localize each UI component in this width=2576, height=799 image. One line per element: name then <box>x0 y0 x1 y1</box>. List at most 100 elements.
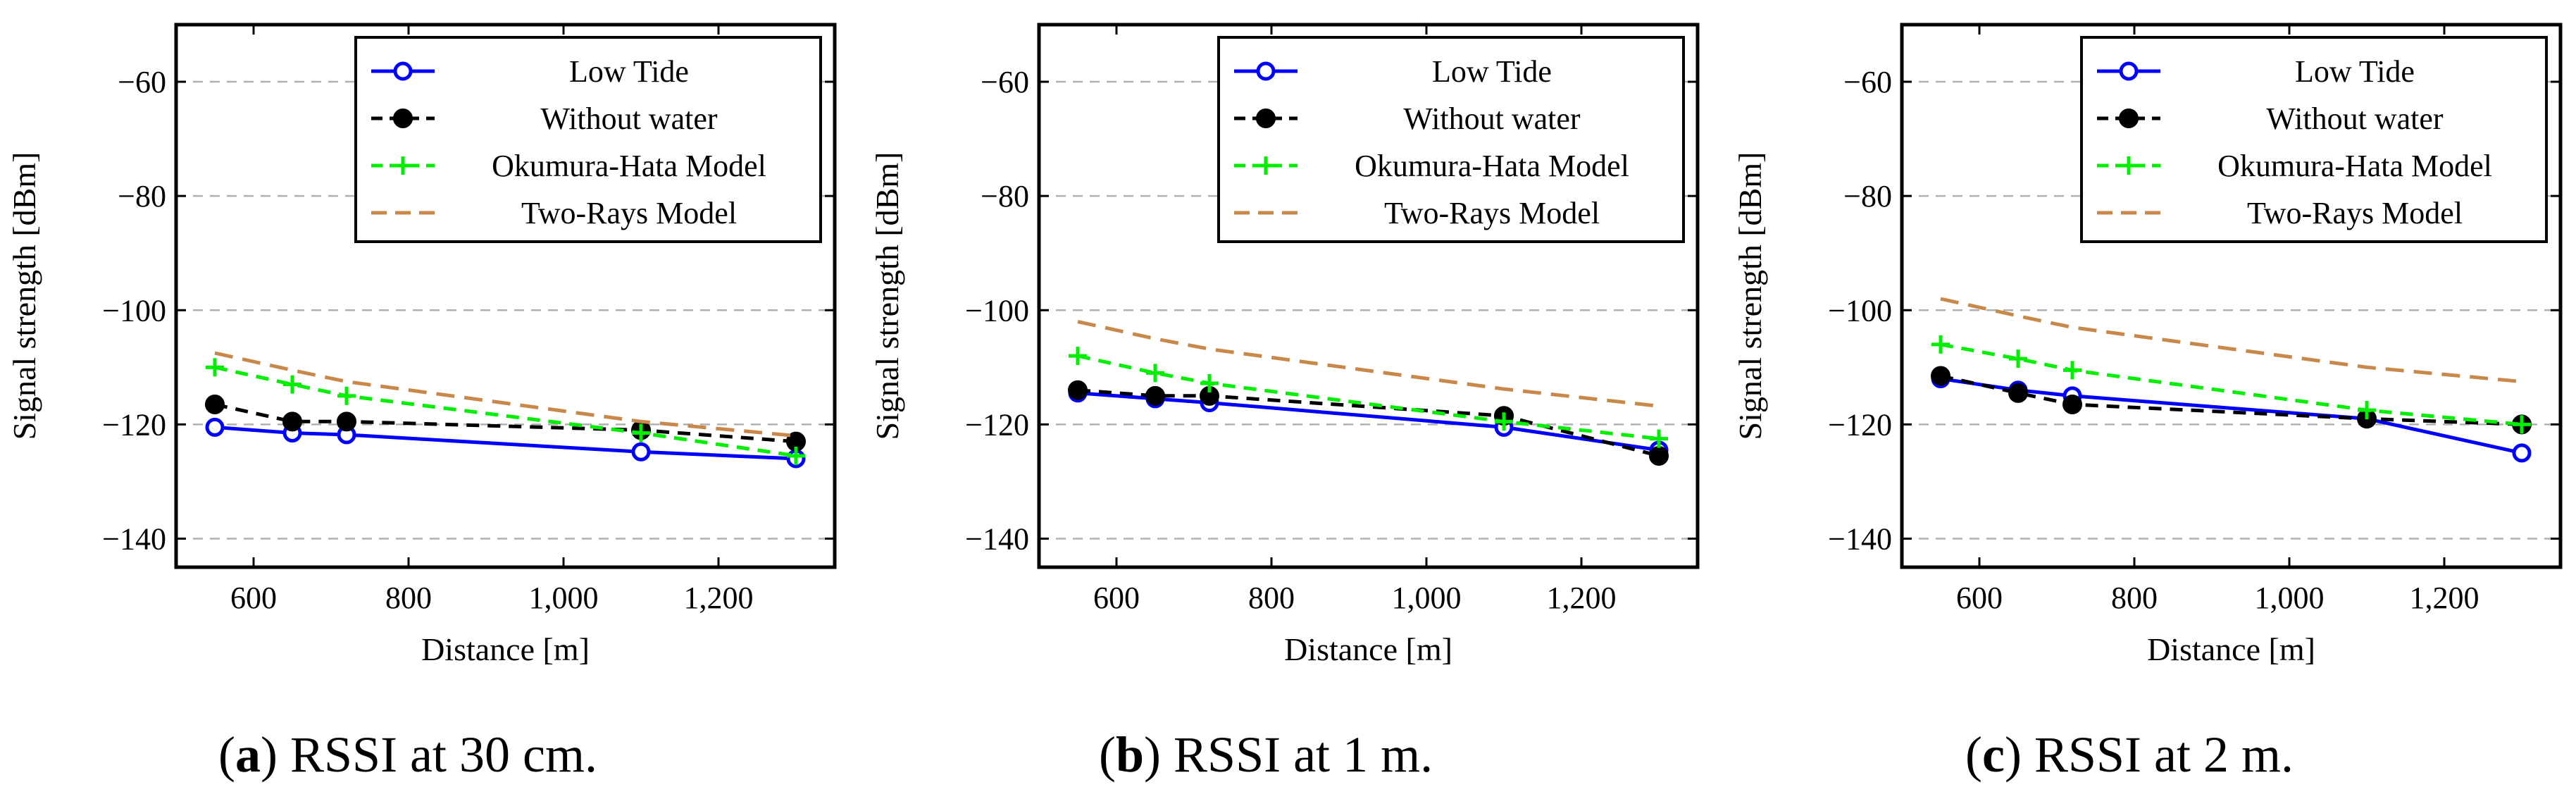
legend-label-okumura-hata-model: Okumura-Hata Model <box>492 149 766 183</box>
caption-close-paren: ) <box>1144 726 1174 783</box>
legend-label-without-water: Without water <box>2266 101 2444 136</box>
panel-caption: (c) RSSI at 2 m. <box>1965 726 2294 783</box>
legend-entry-low-tide: Low Tide <box>371 54 689 89</box>
panel-caption: (a) RSSI at 30 cm. <box>218 726 597 783</box>
caption-close-paren: ) <box>2005 726 2034 783</box>
data-point-without-water-0 <box>205 395 225 414</box>
y-tick-label-1: −80 <box>1843 179 1892 213</box>
x-tick-label-1: 800 <box>1248 581 1295 615</box>
caption-text: RSSI at 1 m. <box>1174 726 1433 783</box>
data-point-okumura-hata-model-0 <box>1931 335 1950 354</box>
y-tick-label-1: −80 <box>981 179 1029 213</box>
legend-label-low-tide: Low Tide <box>2295 54 2415 89</box>
panel-caption: (b) RSSI at 1 m. <box>1099 726 1433 783</box>
legend-label-okumura-hata-model: Okumura-Hata Model <box>1355 149 1629 183</box>
data-point-okumura-hata-model-1 <box>283 375 301 394</box>
legend: Low Tide Without water Okumura-Hata Model T… <box>2080 36 2548 243</box>
caption-close-paren: ) <box>261 726 290 783</box>
legend-entry-okumura-hata-model: Okumura-Hata Model <box>2097 149 2492 183</box>
legend-entry-okumura-hata-model: Okumura-Hata Model <box>1234 149 1629 183</box>
legend-marker-without-water <box>1256 109 1276 128</box>
legend-label-two-rays-model: Two-Rays Model <box>521 196 737 230</box>
x-axis-title: Distance [m] <box>1284 631 1452 667</box>
x-tick-label-2: 1,000 <box>2255 581 2325 615</box>
legend-marker-okumura-hata-model <box>2120 156 2138 175</box>
series-line-okumura-hata-model <box>1940 342 2522 426</box>
y-tick-label-2: −100 <box>965 293 1029 328</box>
data-point-okumura-hata-model-0 <box>206 358 224 377</box>
caption-open-paren: ( <box>218 726 235 783</box>
series-line-two-rays-model <box>214 351 797 438</box>
legend-marker-okumura-hata-model <box>1257 156 1275 175</box>
legend-entry-low-tide: Low Tide <box>2097 54 2415 89</box>
data-point-without-water-2 <box>2062 395 2082 414</box>
x-tick-label-0: 600 <box>1093 581 1140 615</box>
caption-letter: a <box>235 726 261 783</box>
caption-open-paren: ( <box>1099 726 1116 783</box>
legend-label-two-rays-model: Two-Rays Model <box>2247 196 2463 230</box>
legend-entry-two-rays-model: Two-Rays Model <box>371 196 737 230</box>
legend-label-without-water: Without water <box>540 101 718 136</box>
legend-marker-low-tide <box>2119 61 2139 81</box>
legend-entry-okumura-hata-model: Okumura-Hata Model <box>371 149 766 183</box>
legend-label-without-water: Without water <box>1403 101 1581 136</box>
data-point-without-water-1 <box>2008 383 2028 403</box>
caption-text: RSSI at 2 m. <box>2034 726 2294 783</box>
data-point-without-water-2 <box>337 411 356 432</box>
y-tick-label-0: −60 <box>1843 65 1892 99</box>
data-point-okumura-hata-model-1 <box>2009 349 2027 368</box>
data-point-okumura-hata-model-4 <box>787 446 805 465</box>
legend-entry-without-water: Without water <box>371 101 718 136</box>
x-axis-title: Distance [m] <box>2147 631 2315 667</box>
legend: Low Tide Without water Okumura-Hata Model T… <box>1217 36 1685 243</box>
plot-frame <box>1900 23 2563 569</box>
data-point-okumura-hata-model-4 <box>2513 415 2531 434</box>
y-tick-label-3: −120 <box>1828 407 1892 442</box>
data-point-low-tide-4 <box>2512 443 2532 463</box>
data-point-okumura-hata-model-3 <box>2358 401 2376 420</box>
data-point-okumura-hata-model-2 <box>2063 361 2082 380</box>
y-axis-title: Signal strength [dBm] <box>6 152 42 440</box>
x-tick-label-0: 600 <box>230 581 277 615</box>
y-tick-label-2: −100 <box>102 293 166 328</box>
legend-entry-without-water: Without water <box>1234 101 1581 136</box>
x-tick-label-3: 1,200 <box>684 581 754 615</box>
data-point-without-water-4 <box>1649 445 1669 466</box>
legend-marker-low-tide <box>1256 61 1276 81</box>
y-tick-label-3: −120 <box>102 407 166 442</box>
y-tick-label-2: −100 <box>1828 293 1892 328</box>
y-tick-label-4: −140 <box>1828 521 1892 556</box>
x-tick-label-1: 800 <box>2111 581 2158 615</box>
y-axis-title: Signal strength [dBm] <box>1732 152 1768 440</box>
y-tick-label-3: −120 <box>965 407 1029 442</box>
data-point-okumura-hata-model-2 <box>1200 374 1219 393</box>
legend-entry-two-rays-model: Two-Rays Model <box>2097 196 2463 230</box>
data-point-without-water-0 <box>1931 366 1950 386</box>
series-line-low-tide <box>1940 377 2522 455</box>
legend-marker-without-water <box>2119 109 2139 128</box>
legend-marker-okumura-hata-model <box>394 156 412 175</box>
legend-entry-low-tide: Low Tide <box>1234 54 1552 89</box>
x-tick-label-3: 1,200 <box>1547 581 1617 615</box>
caption-text: RSSI at 30 cm. <box>290 726 597 783</box>
x-tick-label-2: 1,000 <box>1392 581 1462 615</box>
series-line-without-water <box>1940 374 2522 426</box>
data-point-okumura-hata-model-4 <box>1650 429 1668 448</box>
y-tick-label-1: −80 <box>118 179 166 213</box>
x-axis-title: Distance [m] <box>421 631 590 667</box>
series-line-two-rays-model <box>1077 320 1660 408</box>
legend-label-low-tide: Low Tide <box>1432 54 1552 89</box>
x-tick-label-2: 1,000 <box>529 581 599 615</box>
legend-label-okumura-hata-model: Okumura-Hata Model <box>2217 149 2492 183</box>
y-tick-label-0: −60 <box>981 65 1029 99</box>
plot-frame <box>174 23 837 569</box>
legend-entry-two-rays-model: Two-Rays Model <box>1234 196 1600 230</box>
series-line-two-rays-model <box>1940 297 2522 384</box>
legend-marker-without-water <box>393 109 413 128</box>
data-point-okumura-hata-model-1 <box>1146 364 1164 383</box>
x-tick-label-0: 600 <box>1956 581 2003 615</box>
caption-open-paren: ( <box>1965 726 1982 783</box>
legend-entry-without-water: Without water <box>2097 101 2444 136</box>
data-point-okumura-hata-model-0 <box>1069 347 1087 366</box>
